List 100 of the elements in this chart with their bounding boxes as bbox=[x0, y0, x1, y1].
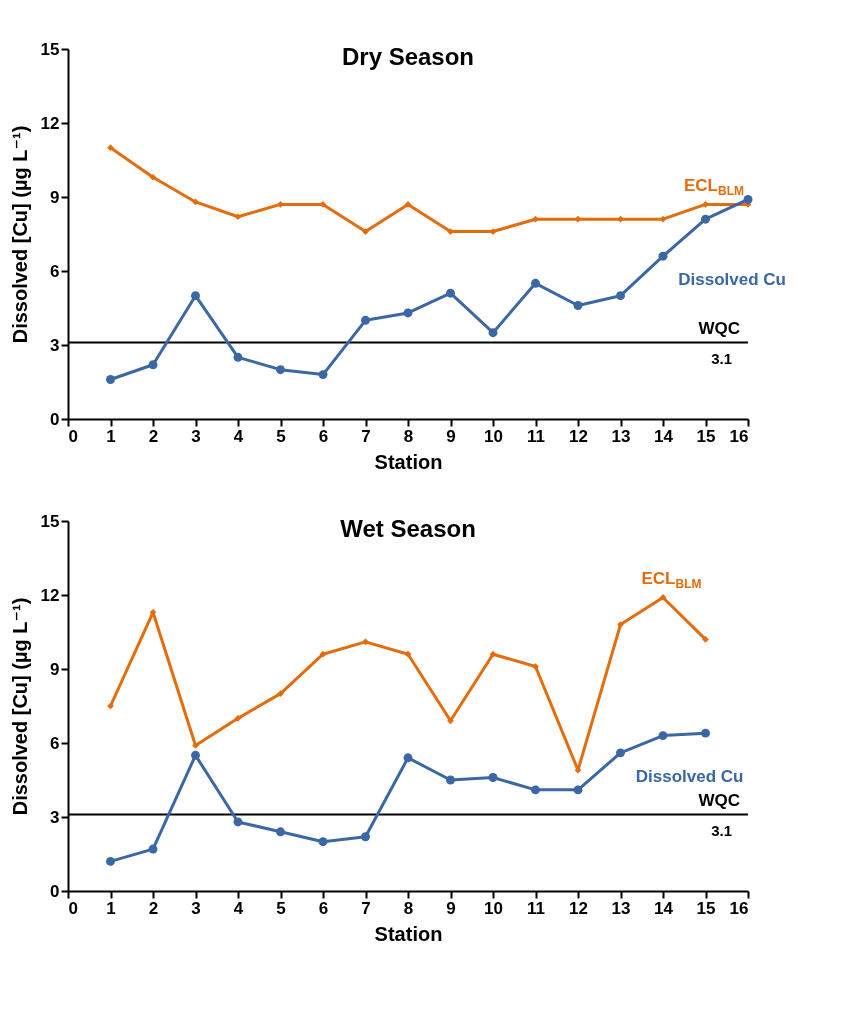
y-tick-label: 6 bbox=[50, 261, 60, 281]
x-tick-label: 9 bbox=[446, 426, 456, 446]
point bbox=[446, 288, 455, 298]
point bbox=[234, 714, 242, 722]
ref-line-label: WQC bbox=[698, 790, 740, 810]
point bbox=[616, 748, 625, 758]
point bbox=[658, 251, 668, 261]
x-tick-label: 3 bbox=[191, 898, 201, 918]
point bbox=[532, 663, 539, 670]
x-tick-label: 9 bbox=[446, 898, 456, 918]
point bbox=[446, 775, 455, 785]
x-tick-label: 11 bbox=[527, 898, 545, 918]
point bbox=[277, 690, 284, 698]
point bbox=[404, 650, 412, 658]
point bbox=[617, 621, 624, 628]
point bbox=[361, 315, 370, 325]
point bbox=[702, 636, 709, 643]
x-tick-label: 14 bbox=[654, 898, 674, 918]
point bbox=[531, 278, 540, 288]
x-tick-label: 15 bbox=[696, 898, 716, 918]
point bbox=[148, 844, 158, 854]
point bbox=[106, 375, 115, 384]
point bbox=[191, 291, 200, 301]
x-tick-label: 14 bbox=[654, 426, 674, 446]
point bbox=[318, 837, 328, 847]
x-tick-label: 15 bbox=[696, 426, 716, 446]
y-tick-label: 12 bbox=[40, 113, 60, 133]
x-tick-label: 1 bbox=[106, 426, 116, 446]
point bbox=[488, 773, 498, 782]
point bbox=[318, 370, 328, 380]
point bbox=[701, 728, 710, 738]
x-tick-label: 5 bbox=[276, 898, 286, 918]
x-tick-label: 1 bbox=[106, 898, 116, 918]
y-tick-label: 15 bbox=[40, 511, 60, 531]
point bbox=[192, 742, 199, 749]
x-tick-label: 10 bbox=[484, 426, 503, 446]
point bbox=[234, 213, 242, 221]
x-tick-label: 12 bbox=[569, 898, 588, 918]
point bbox=[488, 328, 498, 338]
point bbox=[403, 308, 413, 318]
annotation: 3.1 bbox=[711, 821, 732, 839]
x-tick-label: 10 bbox=[484, 898, 503, 918]
x-tick-label: 7 bbox=[361, 426, 371, 446]
point bbox=[362, 228, 369, 235]
y-tick-label: 9 bbox=[50, 187, 60, 207]
y-tick-label: 3 bbox=[50, 335, 60, 355]
point bbox=[447, 717, 454, 725]
x-tick-label: 16 bbox=[729, 898, 749, 918]
x-axis-title: Station bbox=[374, 450, 443, 473]
point bbox=[277, 201, 284, 208]
x-tick-label: 0 bbox=[68, 898, 78, 918]
y-tick-label: 9 bbox=[50, 659, 60, 679]
point bbox=[701, 214, 710, 224]
x-tick-label: 13 bbox=[611, 426, 631, 446]
x-tick-label: 7 bbox=[361, 898, 371, 918]
x-tick-label: 5 bbox=[276, 426, 286, 446]
point bbox=[233, 817, 243, 827]
x-tick-label: 13 bbox=[611, 898, 631, 918]
x-tick-label: 8 bbox=[403, 426, 414, 446]
point bbox=[149, 173, 157, 181]
y-tick-label: 12 bbox=[40, 585, 60, 605]
x-axis-title: Station bbox=[374, 922, 443, 945]
point bbox=[743, 195, 753, 204]
point bbox=[489, 650, 497, 658]
chart-title: Wet Season bbox=[340, 515, 476, 542]
y-tick-label: 3 bbox=[50, 807, 60, 827]
point bbox=[148, 360, 158, 370]
x-tick-label: 4 bbox=[233, 898, 244, 918]
point bbox=[276, 365, 285, 375]
series-label: Dissolved Cu bbox=[635, 766, 744, 786]
y-tick-label: 15 bbox=[40, 39, 60, 59]
series-label: Dissolved Cu bbox=[678, 270, 786, 290]
point bbox=[532, 215, 539, 223]
x-tick-label: 4 bbox=[233, 426, 244, 446]
chart-title: Dry Season bbox=[341, 43, 475, 70]
point bbox=[107, 144, 114, 152]
y-axis-title: Dissolved [Cu] (µg L⁻¹) bbox=[8, 125, 31, 344]
point bbox=[233, 352, 243, 362]
point bbox=[447, 228, 454, 235]
point bbox=[659, 215, 667, 223]
annotation: 3.1 bbox=[711, 349, 732, 367]
x-tick-label: 11 bbox=[527, 426, 545, 446]
y-tick-label: 0 bbox=[50, 409, 60, 429]
point bbox=[617, 215, 624, 223]
point bbox=[616, 291, 625, 301]
point bbox=[702, 201, 709, 208]
point bbox=[319, 650, 327, 658]
point bbox=[573, 301, 583, 310]
x-tick-label: 2 bbox=[148, 898, 159, 918]
x-tick-label: 0 bbox=[68, 426, 78, 446]
x-tick-label: 6 bbox=[318, 898, 329, 918]
point bbox=[106, 856, 115, 866]
x-tick-label: 3 bbox=[191, 426, 201, 446]
y-axis-title: Dissolved [Cu] (µg L⁻¹) bbox=[8, 597, 31, 816]
x-tick-label: 12 bbox=[569, 426, 588, 446]
point bbox=[531, 785, 540, 795]
x-tick-label: 8 bbox=[403, 898, 414, 918]
ref-line-label: WQC bbox=[698, 318, 740, 338]
y-tick-label: 6 bbox=[50, 733, 60, 753]
y-tick-label: 0 bbox=[50, 881, 60, 901]
